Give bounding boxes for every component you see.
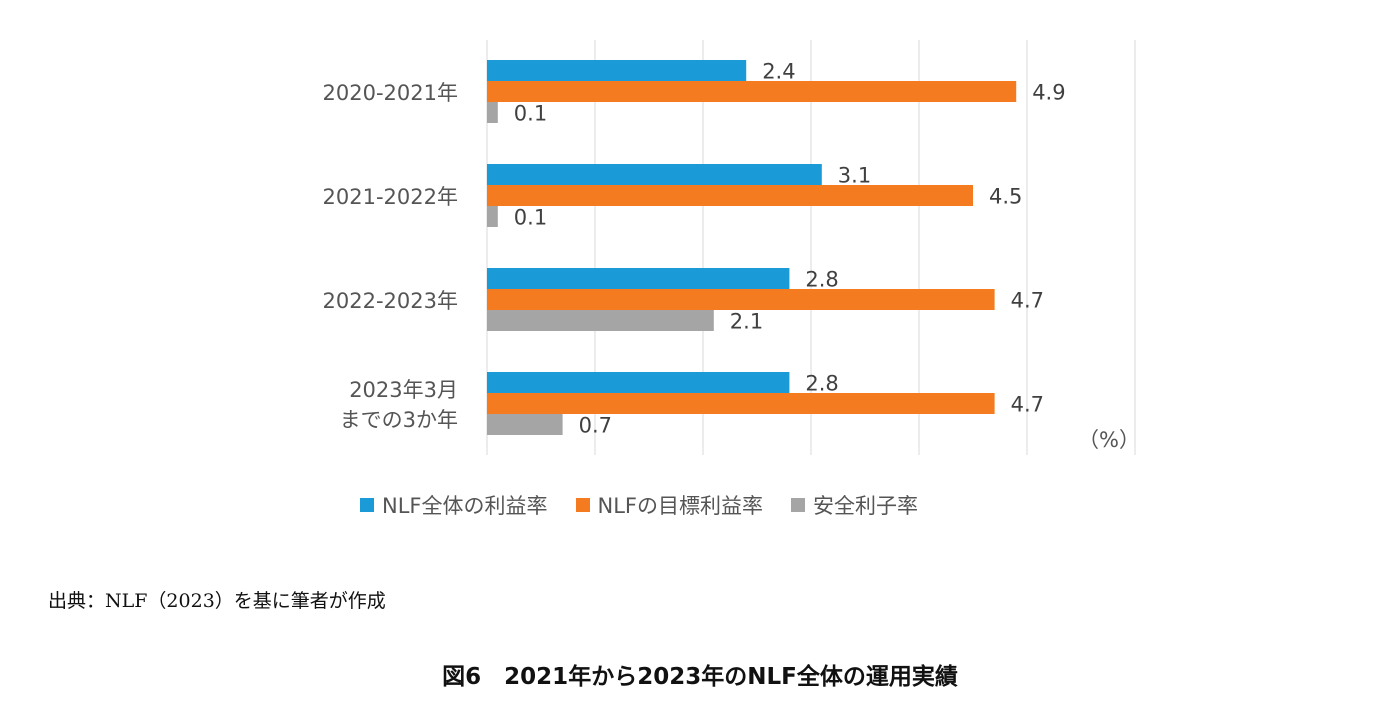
data-label-riskfree: 0.1 xyxy=(514,102,547,126)
data-label-target: 4.7 xyxy=(1011,289,1044,313)
legend-label-overall: NLF全体の利益率 xyxy=(382,494,548,518)
data-label-overall: 2.8 xyxy=(805,268,838,292)
legend-swatch-target xyxy=(575,498,590,512)
category-label: 2022-2023年 xyxy=(322,288,458,313)
data-label-overall: 3.1 xyxy=(838,164,871,188)
bar-target xyxy=(487,185,973,206)
category-label: 2023年3月 xyxy=(349,377,458,402)
legend-item-overall: NLF全体の利益率 xyxy=(360,490,548,520)
legend-swatch-overall xyxy=(360,498,374,512)
bar-overall xyxy=(487,268,790,289)
data-label-overall: 2.4 xyxy=(762,60,795,84)
legend: NLF全体の利益率 NLFの目標利益率 安全利子率 xyxy=(360,490,918,520)
bar-target xyxy=(487,393,995,414)
data-label-overall: 2.8 xyxy=(805,372,838,396)
bar-riskfree xyxy=(487,414,563,435)
bar-target xyxy=(487,81,1017,102)
legend-label-riskfree: 安全利子率 xyxy=(813,494,918,518)
source-note: 出典：NLF（2023）を基に筆者が作成 xyxy=(48,590,386,612)
data-label-target: 4.7 xyxy=(1011,393,1044,417)
legend-item-target: NLFの目標利益率 xyxy=(575,490,764,520)
bar-overall xyxy=(487,372,790,393)
bar-riskfree xyxy=(487,310,714,331)
legend-swatch-riskfree xyxy=(791,498,805,512)
unit-label: （%） xyxy=(1078,428,1140,452)
data-label-target: 4.9 xyxy=(1032,81,1065,105)
legend-label-target: NLFの目標利益率 xyxy=(597,494,764,518)
data-label-riskfree: 0.1 xyxy=(514,206,547,230)
bar-riskfree xyxy=(487,102,498,123)
category-label: までの3か年 xyxy=(339,407,458,432)
bar-overall xyxy=(487,60,747,81)
bar-target xyxy=(487,289,995,310)
data-label-riskfree: 2.1 xyxy=(730,310,763,334)
category-label: 2021-2022年 xyxy=(322,184,458,209)
figure-caption: 図6 2021年から2023年のNLF全体の運用実績 xyxy=(442,664,958,690)
data-label-riskfree: 0.7 xyxy=(579,414,612,438)
data-label-target: 4.5 xyxy=(989,185,1022,209)
bar-riskfree xyxy=(487,206,498,227)
bar-overall xyxy=(487,164,822,185)
category-label: 2020-2021年 xyxy=(322,80,458,105)
legend-item-riskfree: 安全利子率 xyxy=(791,490,918,520)
